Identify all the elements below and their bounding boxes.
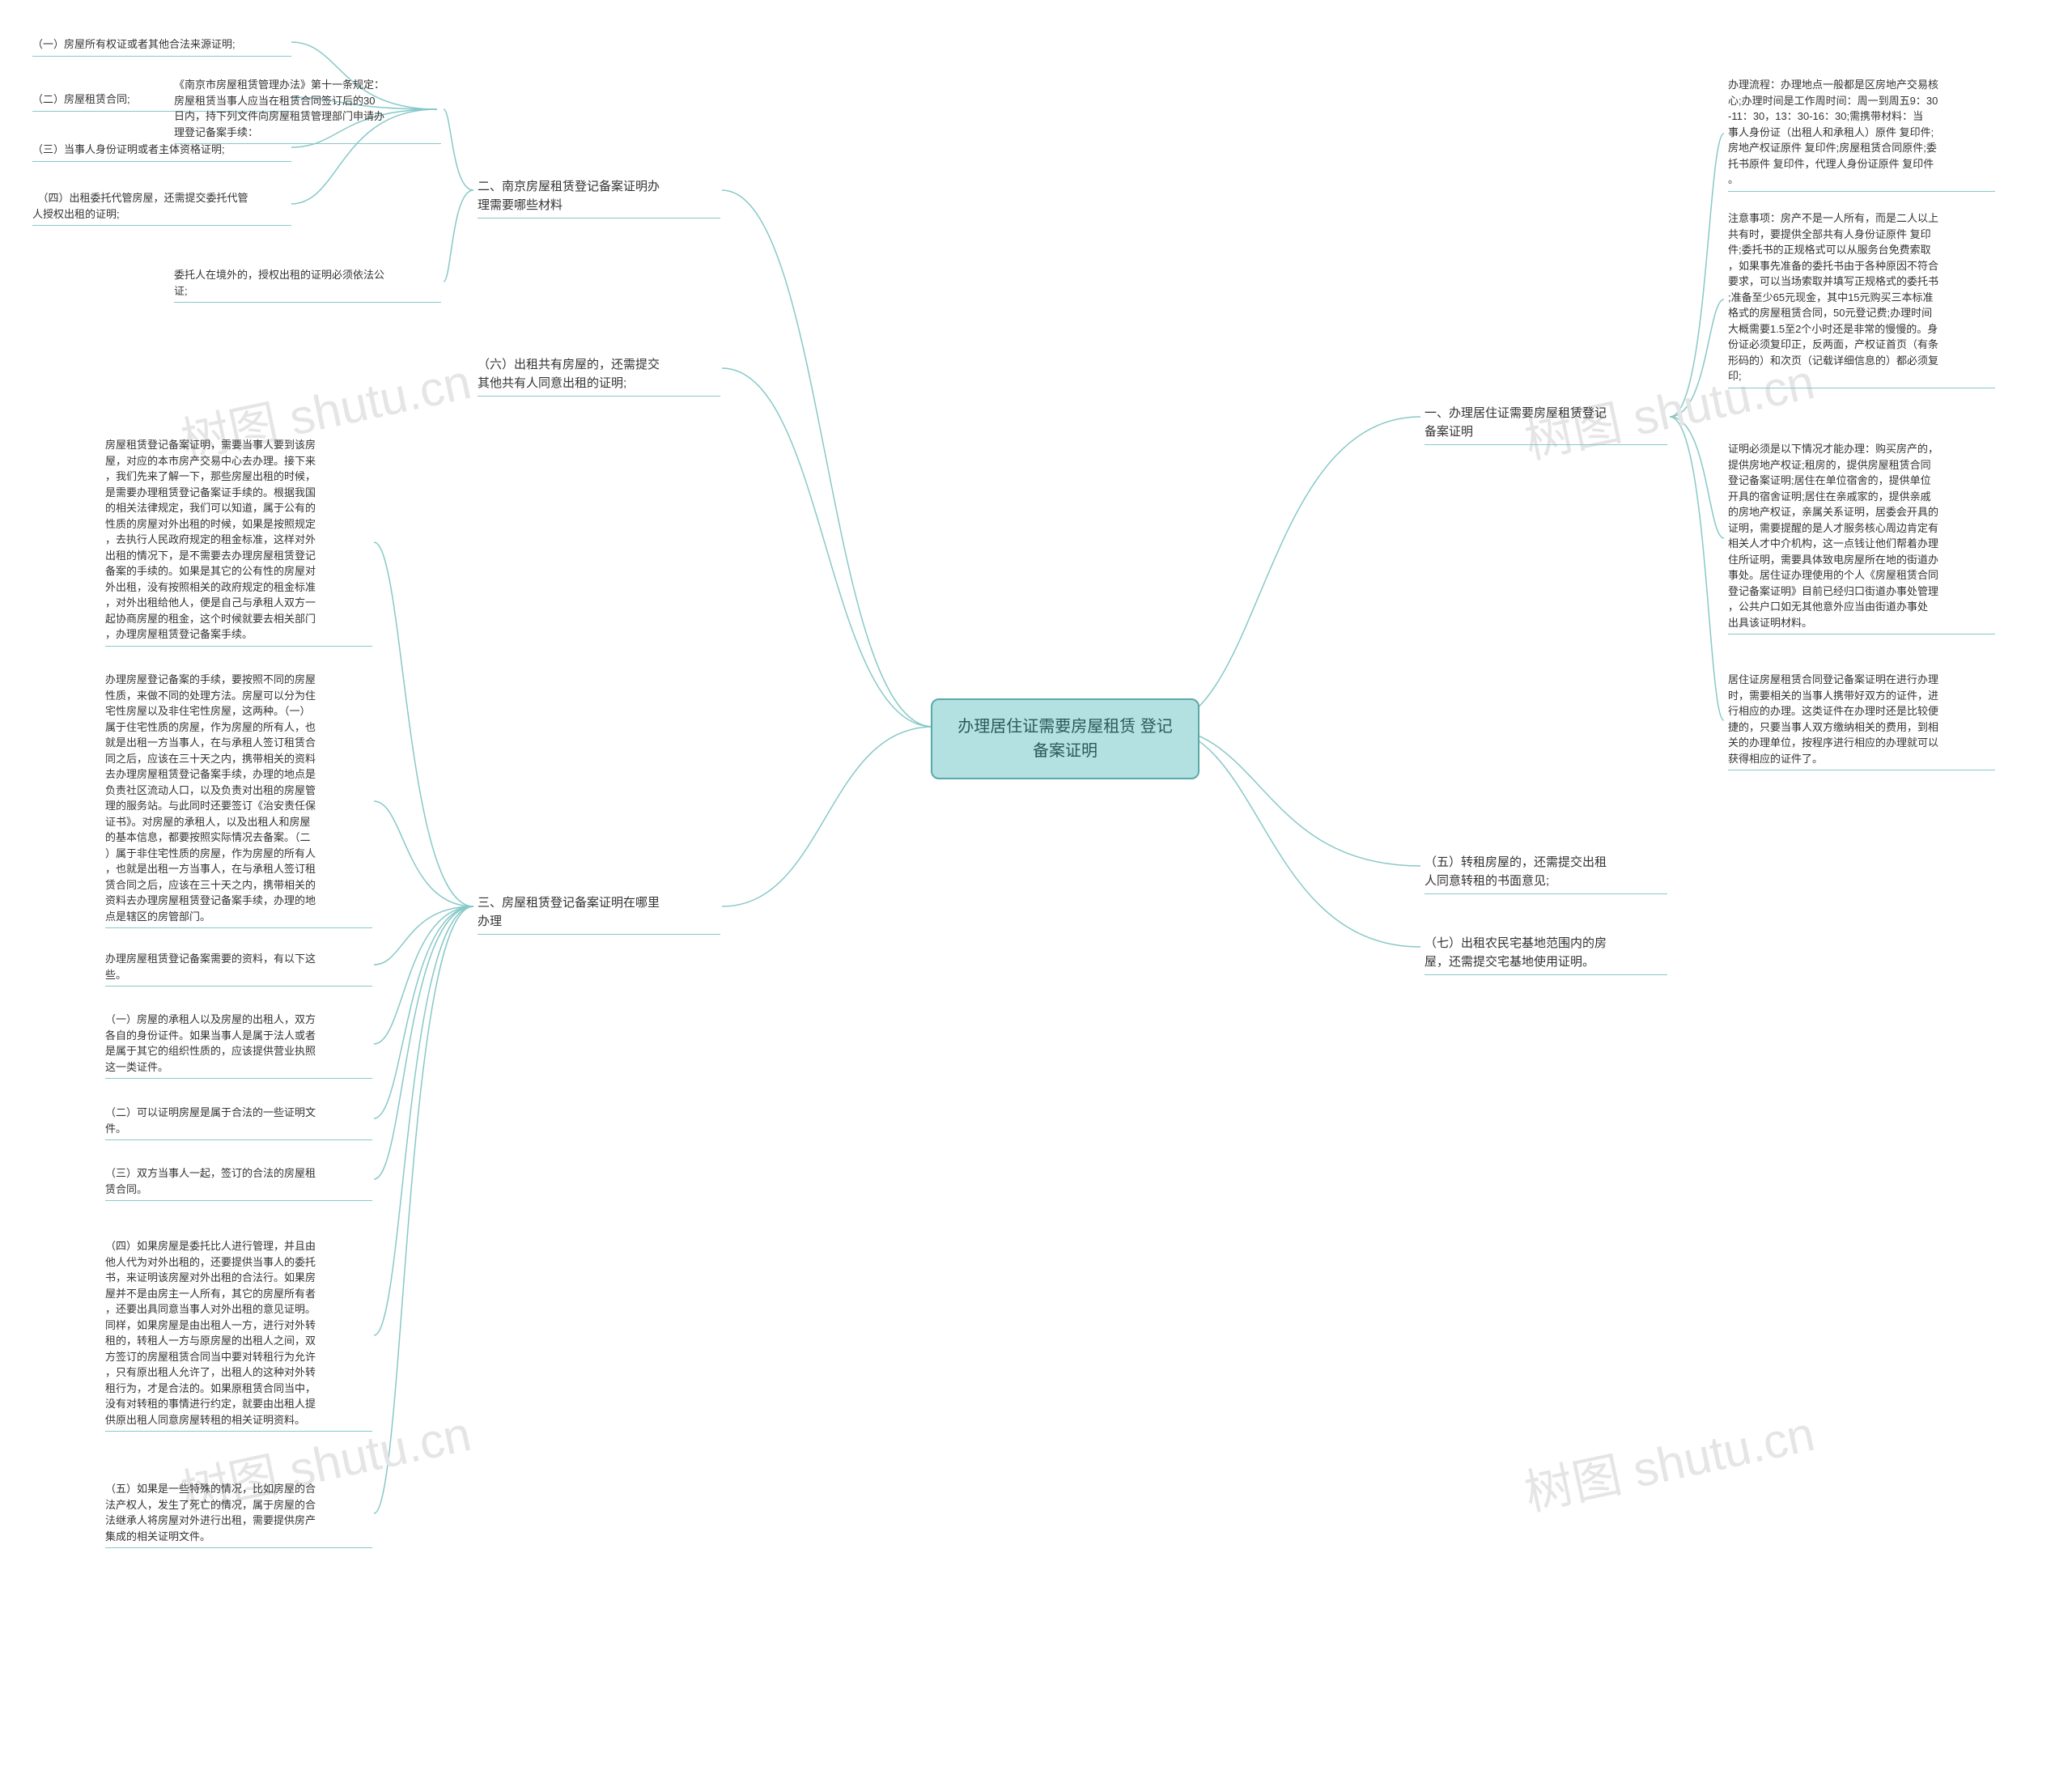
branch-label: 三、房屋租赁登记备案证明在哪里 办理	[478, 894, 720, 935]
leaf-node: （四）出租委托代管房屋，还需提交委托代管 人授权出租的证明;	[32, 190, 291, 226]
leaf-node: 办理流程：办理地点一般都是区房地产交易核 心;办理时间是工作周时间：周一到周五9…	[1728, 77, 1995, 192]
leaf-node: （一）房屋所有权证或者其他合法来源证明;	[32, 36, 291, 57]
leaf-node: 注意事项：房产不是一人所有，而是二人以上 共有时，要提供全部共有人身份证原件 复…	[1728, 210, 1995, 388]
leaf-node: （四）如果房屋是委托比人进行管理，并且由 他人代为对外出租的，还要提供当事人的委…	[105, 1238, 372, 1432]
leaf-node: 委托人在境外的，授权出租的证明必须依法公 证;	[174, 267, 441, 303]
leaf-node: （二）可以证明房屋是属于合法的一些证明文 件。	[105, 1105, 372, 1140]
center-node: 办理居住证需要房屋租赁 登记备案证明	[931, 698, 1199, 779]
branch-label: （七）出租农民宅基地范围内的房 屋，还需提交宅基地使用证明。	[1424, 935, 1667, 975]
branch-label: （五）转租房屋的，还需提交出租 人同意转租的书面意见;	[1424, 854, 1667, 894]
leaf-node: 居住证房屋租赁合同登记备案证明在进行办理 时，需要相关的当事人携带好双方的证件，…	[1728, 672, 1995, 770]
leaf-node: （三）当事人身份证明或者主体资格证明;	[32, 142, 291, 162]
leaf-node: 证明必须是以下情况才能办理：购买房产的， 提供房地产权证;租房的，提供房屋租赁合…	[1728, 441, 1995, 634]
leaf-node: （一）房屋的承租人以及房屋的出租人，双方 各自的身份证件。如果当事人是属于法人或…	[105, 1012, 372, 1079]
leaf-node: （三）双方当事人一起，签订的合法的房屋租 赁合同。	[105, 1165, 372, 1201]
leaf-node: 房屋租赁登记备案证明，需要当事人要到该房 屋，对应的本市房产交易中心去办理。接下…	[105, 437, 372, 647]
leaf-node: 办理房屋登记备案的手续，要按照不同的房屋 性质，来做不同的处理方法。房屋可以分为…	[105, 672, 372, 928]
leaf-node: （五）如果是一些特殊的情况，比如房屋的合 法产权人，发生了死亡的情况，属于房屋的…	[105, 1481, 372, 1548]
branch-label: 一、办理居住证需要房屋租赁登记 备案证明	[1424, 405, 1667, 445]
branch-label: （六）出租共有房屋的，还需提交 其他共有人同意出租的证明;	[478, 356, 720, 397]
leaf-node: 办理房屋租赁登记备案需要的资料，有以下这 些。	[105, 951, 372, 987]
leaf-node: 《南京市房屋租赁管理办法》第十一条规定： 房屋租赁当事人应当在租赁合同签订后的3…	[174, 77, 441, 144]
branch-label: 二、南京房屋租赁登记备案证明办 理需要哪些材料	[478, 178, 720, 219]
